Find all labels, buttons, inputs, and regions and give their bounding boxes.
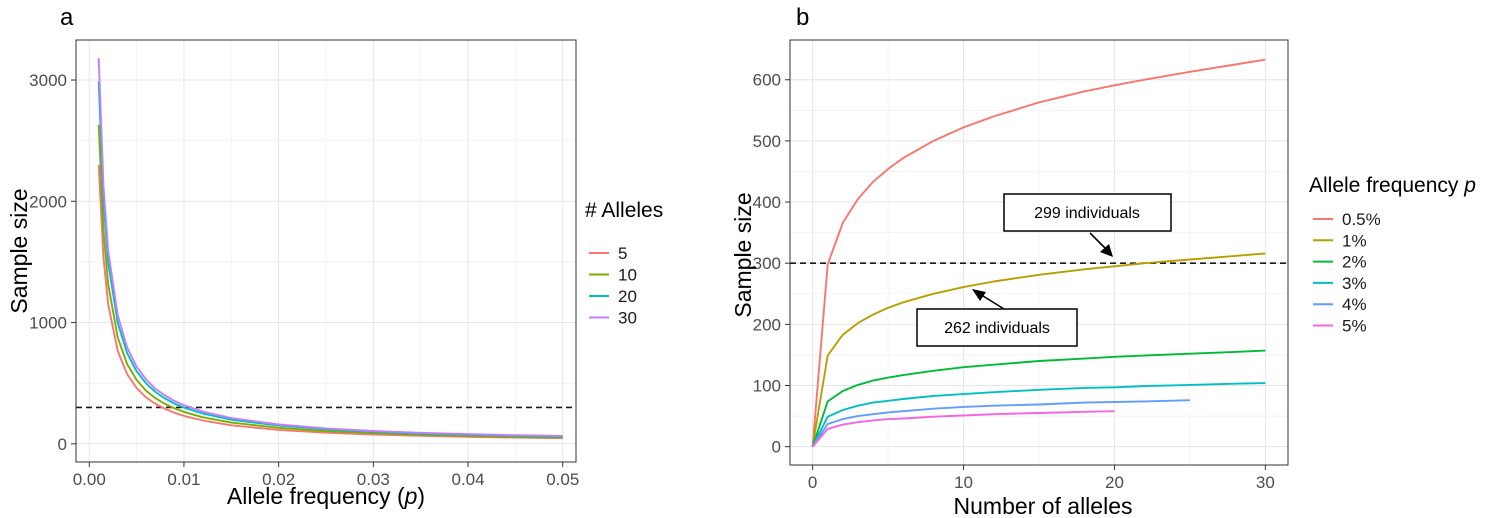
- x-tick-label: 0.01: [167, 470, 200, 489]
- callout-299-text: 299 individuals: [1034, 205, 1140, 222]
- callout-299-arrowhead: [1100, 244, 1113, 257]
- panel-a-tag: a: [60, 4, 74, 31]
- legend-label: 10: [618, 266, 637, 285]
- legend-label: 20: [618, 287, 637, 306]
- x-tick-label: 0.00: [73, 470, 106, 489]
- legend-label: 30: [618, 309, 637, 328]
- y-tick-label: 300: [753, 254, 781, 273]
- x-tick-label: 20: [1105, 473, 1124, 492]
- series-line-10: [97, 124, 563, 439]
- series-line-1pct: [811, 252, 1266, 447]
- panel-b-x-axis-title: Number of alleles: [954, 493, 1133, 518]
- panel-a-y-axis-title: Sample size: [6, 188, 32, 313]
- x-tick-label: 0: [808, 473, 817, 492]
- series-line-30: [97, 58, 563, 437]
- legend-label: 3%: [1342, 274, 1367, 293]
- y-tick-label: 1000: [29, 314, 67, 333]
- y-tick-label: 400: [753, 193, 781, 212]
- panel-a-legend-title: # Alleles: [585, 199, 663, 222]
- panel-a: a 0.00 0.01 0.02 0.03 0.04 0.050100020003000 …: [6, 4, 663, 509]
- series-line-5: [97, 164, 563, 440]
- panel-b-border: [789, 39, 1289, 466]
- panel-a-series: [97, 58, 563, 440]
- y-tick-label: 100: [753, 377, 781, 396]
- callout-262-text: 262 individuals: [944, 320, 1050, 337]
- legend-label: 1%: [1342, 231, 1367, 250]
- panel-a-grid: [76, 40, 576, 462]
- series-line-5pct: [811, 410, 1115, 448]
- x-tick-label: 0.03: [357, 470, 390, 489]
- panel-a-ticks: 0.00 0.01 0.02 0.03 0.04 0.05 0 1000 2000 3000: [29, 71, 579, 489]
- x-tick-label: 0.05: [546, 470, 579, 489]
- legend-label: 5: [618, 244, 627, 263]
- x-tick-label: 30: [1256, 473, 1275, 492]
- y-tick-label: 200: [753, 315, 781, 334]
- legend-label: 0.5%: [1342, 210, 1381, 229]
- y-tick-label: 500: [753, 132, 781, 151]
- y-tick-label: 600: [753, 71, 781, 90]
- callout-299-box: [1003, 193, 1172, 232]
- series-line-2pct: [811, 349, 1266, 448]
- x-tick-label: 10: [954, 473, 973, 492]
- panel-b-callouts: 299 individuals 262 individuals: [916, 193, 1172, 347]
- x-tick-label: 0.04: [451, 470, 484, 489]
- x-tick-label: 0.02: [262, 470, 295, 489]
- series-line-3pct: [811, 382, 1266, 448]
- legend-label: 2%: [1342, 253, 1367, 272]
- y-tick-label: 2000: [29, 192, 67, 211]
- panel-b-grid: [790, 40, 1288, 465]
- panel-b-series: [811, 58, 1266, 448]
- y-tick-label: 3000: [29, 71, 67, 90]
- panel-b-legend-title: Allele frequency p: [1309, 174, 1476, 197]
- legend-label: 5%: [1342, 317, 1367, 336]
- y-tick-label: 0: [58, 435, 67, 454]
- y-tick-label: 0: [772, 438, 781, 457]
- legend-label: 4%: [1342, 295, 1367, 314]
- series-line-0.5pct: [811, 58, 1266, 447]
- panel-b-y-axis-title: Sample size: [730, 192, 756, 317]
- series-line-4pct: [811, 399, 1190, 448]
- panel-a-border: [75, 39, 577, 463]
- panel-a-x-axis-title: Allele frequency (p): [227, 483, 425, 509]
- callout-262-box: [916, 308, 1078, 347]
- panel-b-legend: Allele frequency p 0.5% 1% 2% 3% 4% 5%: [1309, 174, 1476, 336]
- callout-262-arrowhead: [972, 289, 986, 301]
- panel-a-legend: # Alleles 5 10 20 30: [585, 199, 663, 328]
- panel-b-tag: b: [796, 4, 809, 31]
